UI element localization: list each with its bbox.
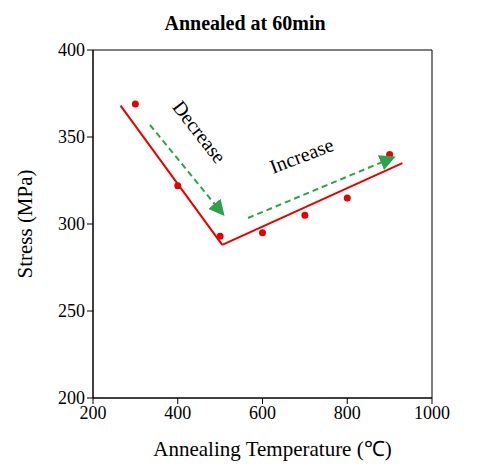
svg-text:Decrease: Decrease [168,96,231,167]
svg-text:200: 200 [79,402,107,423]
svg-text:Stress (MPa): Stress (MPa) [13,169,37,278]
svg-text:350: 350 [58,127,85,147]
svg-text:250: 250 [58,301,85,321]
svg-text:200: 200 [58,388,85,408]
svg-text:Increase: Increase [266,133,336,177]
svg-text:1000: 1000 [414,403,450,423]
svg-text:Annealing Temperature (℃): Annealing Temperature (℃) [153,437,391,461]
svg-text:300: 300 [58,214,85,234]
svg-text:400: 400 [58,40,85,60]
svg-text:400: 400 [164,403,191,423]
svg-text:600: 600 [249,403,276,423]
svg-text:800: 800 [334,403,361,423]
svg-text:Annealed at 60min: Annealed at 60min [164,12,325,34]
